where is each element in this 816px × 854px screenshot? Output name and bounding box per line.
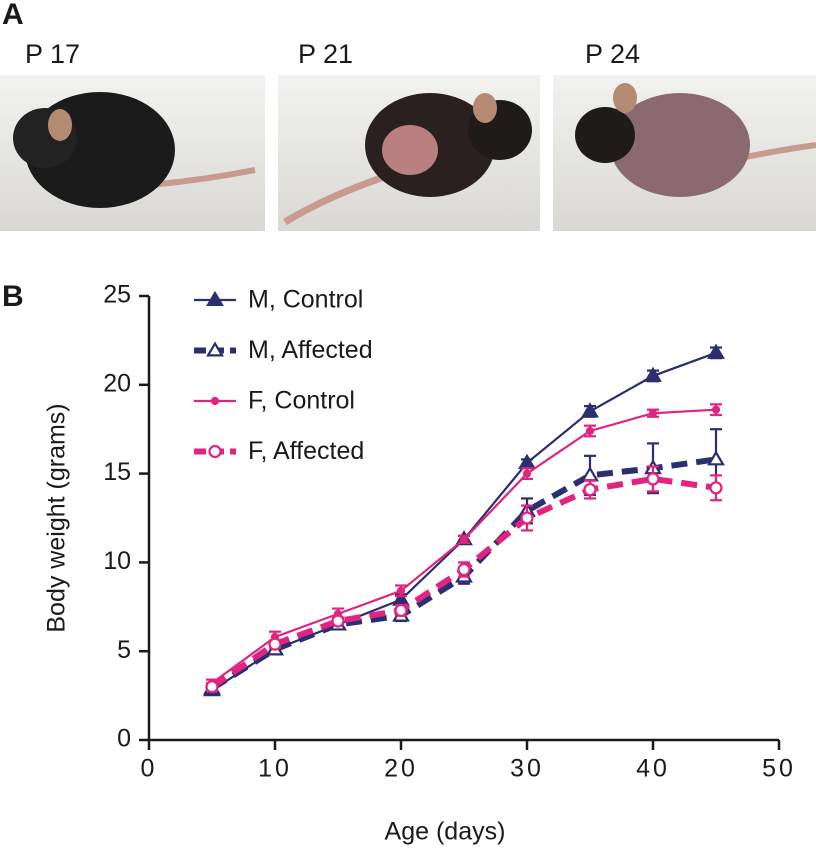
y-tick-label: 25 bbox=[103, 281, 131, 309]
legend-item: M, Affected bbox=[194, 336, 373, 364]
marker bbox=[268, 637, 282, 651]
x-tick-label: 40 bbox=[636, 755, 670, 783]
photo-label: P 21 bbox=[298, 39, 353, 69]
marker bbox=[457, 562, 471, 577]
marker bbox=[583, 482, 597, 497]
y-tick-label: 0 bbox=[117, 725, 131, 753]
x-axis-label: Age (days) bbox=[385, 818, 506, 846]
marker bbox=[644, 366, 662, 382]
legend-item: M, Control bbox=[194, 286, 363, 314]
photo bbox=[553, 75, 816, 231]
x-tick-label: 30 bbox=[510, 755, 544, 783]
marker bbox=[707, 343, 725, 359]
x-tick-label: 10 bbox=[258, 755, 292, 783]
y-tick-label: 10 bbox=[103, 547, 131, 575]
photo-label: P 17 bbox=[25, 39, 80, 69]
marker bbox=[396, 586, 406, 595]
marker bbox=[707, 450, 725, 466]
legend-label: F, Affected bbox=[248, 437, 364, 465]
y-tick-label: 15 bbox=[103, 458, 131, 486]
marker bbox=[394, 603, 408, 617]
series bbox=[205, 465, 723, 694]
marker bbox=[648, 409, 658, 418]
legend-label: M, Control bbox=[248, 286, 363, 314]
legend-item: F, Affected bbox=[194, 437, 364, 465]
marker bbox=[331, 614, 345, 628]
marker bbox=[709, 481, 723, 495]
marker bbox=[711, 405, 721, 414]
series bbox=[203, 428, 725, 695]
legend-item: F, Control bbox=[194, 387, 355, 415]
marker bbox=[522, 469, 532, 478]
panel-label: A bbox=[2, 0, 24, 31]
marker bbox=[205, 680, 219, 694]
photo-label: P 24 bbox=[585, 39, 640, 69]
legend-marker bbox=[206, 290, 224, 306]
x-tick-label: 50 bbox=[762, 755, 796, 783]
marker bbox=[581, 466, 599, 482]
y-axis-label: Body weight (grams) bbox=[43, 403, 71, 632]
y-tick-label: 5 bbox=[117, 636, 131, 664]
photo bbox=[278, 75, 540, 231]
marker bbox=[585, 426, 595, 436]
marker bbox=[459, 535, 469, 544]
panel-label: B bbox=[2, 280, 24, 313]
legend-marker bbox=[206, 341, 224, 357]
marker bbox=[581, 402, 599, 418]
x-tick-label: 20 bbox=[384, 755, 418, 783]
legend-marker bbox=[210, 396, 220, 406]
y-tick-label: 20 bbox=[103, 369, 131, 397]
series bbox=[206, 403, 722, 688]
legend-label: M, Affected bbox=[248, 336, 373, 364]
legend-label: F, Control bbox=[248, 387, 355, 415]
legend-marker bbox=[208, 444, 222, 459]
marker bbox=[646, 472, 660, 486]
photo bbox=[0, 75, 265, 231]
x-tick-label: 0 bbox=[141, 755, 158, 783]
marker bbox=[520, 511, 534, 525]
